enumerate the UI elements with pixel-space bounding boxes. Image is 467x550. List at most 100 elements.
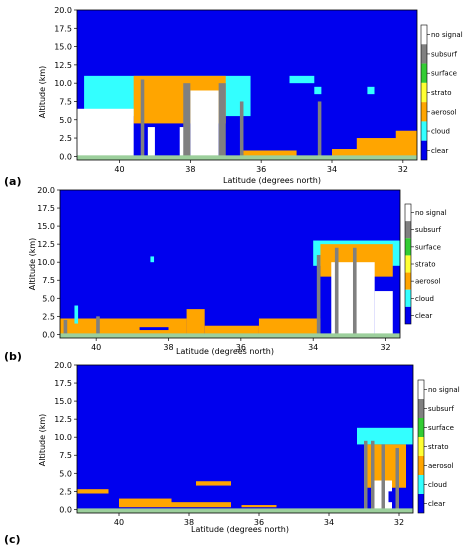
- ytick-label: 20.0: [54, 361, 72, 370]
- ytick-label: 10.0: [54, 79, 72, 88]
- feature-aerosol: [258, 318, 321, 335]
- panel-a-ylabel: Altitude (km): [38, 66, 47, 118]
- feature-aerosol: [196, 481, 231, 486]
- colorbar-swatch-nosignal: [418, 380, 424, 399]
- plot-frame: [76, 9, 418, 161]
- feature-clear: [388, 491, 396, 503]
- feature-subsurf: [352, 247, 357, 335]
- xtick-label: 34: [308, 343, 318, 352]
- colorbar-swatch-subsurf: [418, 399, 424, 418]
- ytick-label: 7.5: [42, 276, 55, 285]
- panel-a-plot: 0.0 2.5 5.0 7.5 10.0 12.5 15.0 17.5 20.0 40 38 36 34…: [54, 6, 463, 174]
- xtick-label: 36: [256, 165, 266, 174]
- colorbar-swatch-aerosol: [421, 102, 427, 122]
- xtick-label: 38: [185, 165, 195, 174]
- feature-aerosol: [119, 498, 172, 508]
- ytick-label: 20.0: [54, 6, 72, 15]
- colorbar-label-cloud: cloud: [415, 295, 434, 303]
- ytick-label: 2.5: [59, 487, 72, 496]
- feature-subsurf: [239, 101, 244, 157]
- ytick-label: 15.0: [54, 397, 72, 406]
- xtick-label: 32: [380, 343, 390, 352]
- colorbar-swatch-surface: [418, 418, 424, 437]
- panel-b-ylabel: Altitude (km): [28, 238, 37, 290]
- colorbar-swatch-aerosol: [418, 456, 424, 475]
- feature-nosignal: [77, 108, 134, 157]
- ytick-label: 15.0: [37, 222, 55, 231]
- colorbar-frame: [417, 379, 425, 514]
- panel-b-xlabel: Latitude (degrees north): [176, 347, 274, 356]
- colorbar-swatch-clear: [405, 306, 411, 324]
- feature-subsurf: [334, 247, 339, 335]
- ytick-label: 2.5: [42, 312, 55, 321]
- feature-subsurf: [317, 101, 322, 157]
- feature-aerosol: [77, 489, 109, 494]
- feature-nosignal: [190, 90, 219, 157]
- feature-subsurf: [218, 83, 226, 157]
- colorbar-label-aerosol: aerosol: [431, 108, 457, 116]
- feature-aerosol: [395, 130, 417, 157]
- colorbar-label-aerosol: aerosol: [415, 278, 441, 286]
- feature-aerosol: [186, 309, 205, 335]
- feature-aerosol: [171, 502, 231, 508]
- colorbar-swatch-cloud: [418, 475, 424, 494]
- colorbar-swatch-cloud: [405, 289, 411, 307]
- panel-a: 0.0 2.5 5.0 7.5 10.0 12.5 15.0 17.5 20.0 40 38 36 34…: [4, 6, 463, 188]
- feature-aerosol: [243, 150, 297, 157]
- ytick-label: 0.0: [59, 152, 72, 161]
- feature-subsurf: [96, 316, 100, 335]
- panel-c-plot: 0.0 2.5 5.0 7.5 10.0 12.5 15.0 17.5 20.0 40 38 36 34…: [54, 361, 460, 527]
- colorbar-swatch-strato: [405, 255, 411, 273]
- ytick-label: 10.0: [54, 433, 72, 442]
- colorbar-label-nosignal: no signal: [428, 386, 460, 394]
- colorbar-swatch-aerosol: [405, 272, 411, 290]
- feature-subsurf: [183, 83, 191, 157]
- xtick-label: 34: [324, 518, 334, 527]
- feature-cloud: [314, 86, 322, 95]
- ytick-label: 7.5: [59, 97, 72, 106]
- xtick-label: 36: [254, 518, 264, 527]
- xtick-label: 40: [114, 518, 124, 527]
- feature-subsurf: [140, 79, 145, 157]
- ytick-label: 7.5: [59, 451, 72, 460]
- feature-cloud: [357, 427, 413, 445]
- colorbar-label-clear: clear: [415, 312, 432, 320]
- ytick-label: 20.0: [37, 186, 55, 195]
- surface-band: [77, 155, 417, 160]
- colorbar-frame: [404, 203, 412, 325]
- colorbar-frame: [420, 24, 428, 161]
- feature-subsurf: [63, 319, 68, 335]
- xtick-label: 32: [394, 518, 404, 527]
- colorbar-label-strato: strato: [431, 89, 452, 97]
- feature-cloud: [150, 256, 155, 263]
- colorbar-label-surface: surface: [415, 243, 441, 251]
- colorbar-label-subsurf: subsurf: [428, 405, 454, 413]
- ytick-label: 12.5: [54, 61, 72, 70]
- feature-cloud: [367, 86, 375, 95]
- colorbar-label-surface: surface: [431, 70, 457, 78]
- colorbar-swatch-surface: [405, 238, 411, 256]
- ytick-label: 5.0: [59, 116, 72, 125]
- colorbar-swatch-nosignal: [421, 25, 427, 45]
- ytick-label: 2.5: [59, 134, 72, 143]
- surface-band: [60, 333, 400, 338]
- xtick-label: 32: [398, 165, 408, 174]
- colorbar-label-nosignal: no signal: [431, 31, 463, 39]
- colorbar-label-nosignal: no signal: [415, 209, 447, 217]
- colorbar-label-clear: clear: [431, 147, 448, 155]
- colorbar-label-cloud: cloud: [428, 481, 447, 489]
- feature-clear: [139, 327, 169, 331]
- panel-b: 0.0 2.5 5.0 7.5 10.0 12.5 15.0 17.5 20.0 40 38 36 34…: [4, 186, 447, 363]
- ytick-label: 15.0: [54, 43, 72, 52]
- panel-b-label: (b): [4, 350, 22, 363]
- colorbar-label-aerosol: aerosol: [428, 462, 454, 470]
- plot-frame: [59, 189, 401, 339]
- colorbar-label-strato: strato: [428, 443, 449, 451]
- colorbar-swatch-clear: [418, 494, 424, 513]
- feature-subsurf: [371, 440, 375, 510]
- feature-subsurf: [316, 254, 321, 335]
- feature-aerosol: [60, 318, 187, 335]
- ytick-label: 17.5: [54, 24, 72, 33]
- colorbar-swatch-nosignal: [405, 204, 411, 222]
